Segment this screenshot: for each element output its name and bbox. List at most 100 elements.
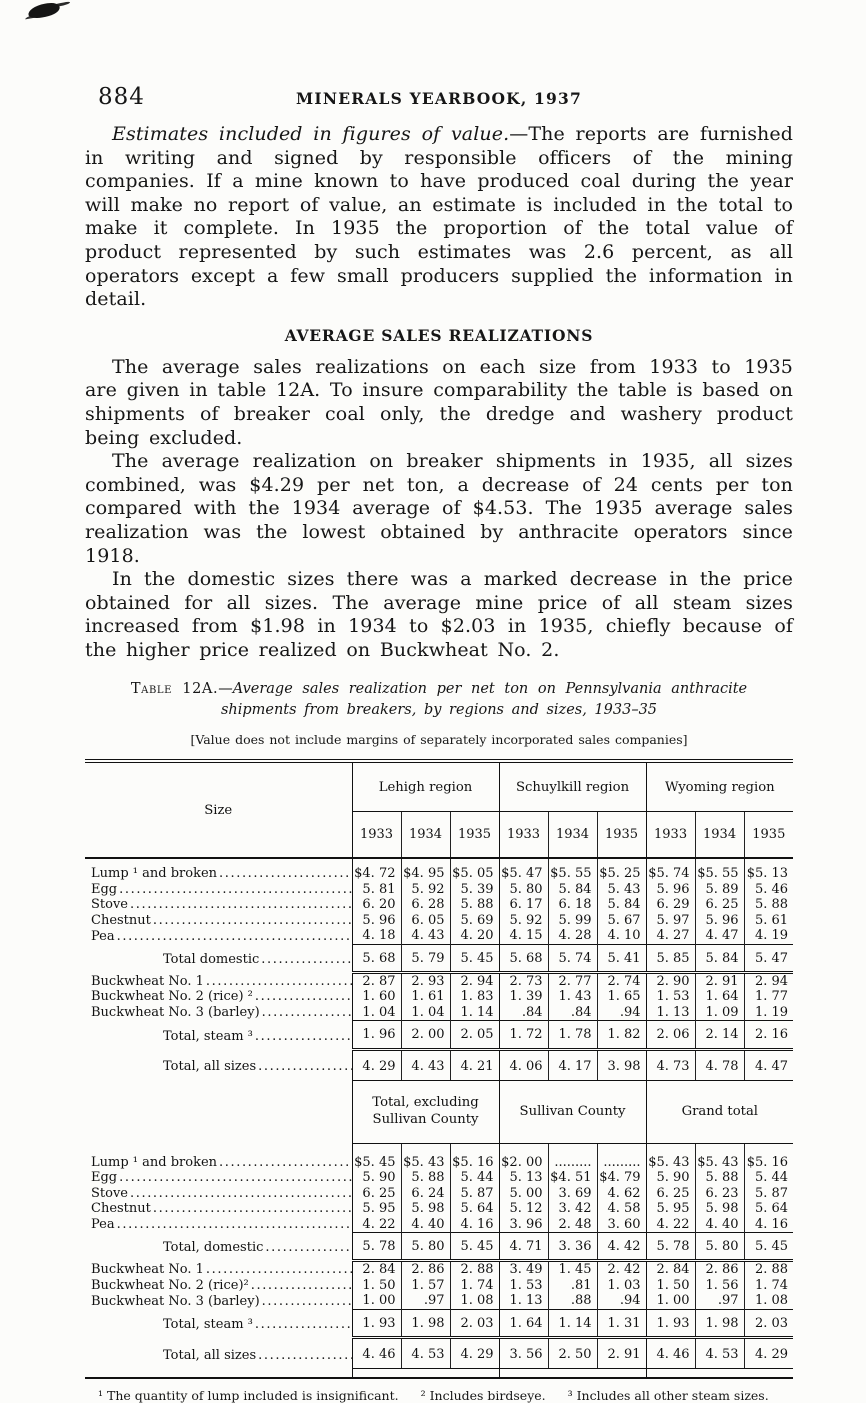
group-header-lehigh: Lehigh region	[351, 761, 500, 812]
cell-value: 4. 16	[449, 1216, 500, 1233]
cell-value: .97	[694, 1293, 745, 1310]
running-header: 884 MINERALS YEARBOOK, 1937	[85, 84, 793, 114]
row-label: Buckwheat No. 3 (barley)	[91, 1005, 260, 1021]
cell-value: 4. 21	[449, 1049, 500, 1081]
row-label-cell: Total, domestic	[85, 1232, 353, 1261]
table-row: Buckwheat No. 3 (barley)1. 041. 041. 14.…	[85, 1004, 794, 1021]
cell-value: 2. 42	[596, 1260, 647, 1278]
cell-value: 1. 08	[743, 1293, 794, 1310]
running-title: MINERALS YEARBOOK, 1937	[296, 89, 582, 108]
table-part1-body: Lump ¹ and broken $4. 72$4. 95$5. 05$5. 4…	[85, 858, 794, 1081]
cell-value: 1. 19	[743, 1004, 794, 1021]
cell-value: 4. 40	[400, 1216, 450, 1233]
cell-value: 5. 81	[351, 881, 401, 898]
cell-value: 4. 17	[547, 1049, 598, 1081]
group-header-grand-total: Grand total	[645, 1080, 794, 1144]
cell-value: $4. 51	[547, 1170, 598, 1186]
cell-value: 4. 27	[645, 928, 696, 944]
row-label: Egg	[91, 1170, 118, 1186]
cell-value: 6. 17	[498, 897, 549, 913]
year-header: 1935	[743, 811, 794, 860]
cell-value: 2. 86	[694, 1260, 745, 1278]
page-number: 884	[98, 84, 145, 110]
cell-value: 5. 92	[400, 881, 450, 898]
year-header: 1935	[596, 811, 647, 860]
table-part2-body: Lump ¹ and broken$5. 45$5. 43$5. 16$2. 0…	[85, 1143, 794, 1370]
cell-value: 5. 96	[645, 881, 696, 898]
cell-value: 2. 03	[743, 1308, 794, 1340]
cell-value: 1. 45	[547, 1260, 598, 1278]
cell-value: 6. 25	[645, 1185, 696, 1202]
table-total-row: Total, all sizes4. 464. 534. 293. 562. 5…	[85, 1337, 794, 1370]
cell-value: $5. 43	[400, 1143, 450, 1171]
cell-value: 2. 16	[743, 1020, 794, 1051]
cell-value: .84	[498, 1004, 549, 1021]
cell-value: 5. 45	[449, 1231, 500, 1263]
row-label: Lump ¹ and broken	[91, 1154, 218, 1170]
cell-value: 1. 04	[400, 1004, 450, 1021]
cell-value: 4. 06	[498, 1049, 549, 1081]
cell-value: .88	[547, 1293, 598, 1310]
cell-value: $5. 43	[645, 1143, 696, 1171]
row-label: Buckwheat No. 1	[91, 1262, 204, 1278]
cell-value: 5. 89	[694, 881, 745, 898]
table-row: Egg5. 815. 925. 395. 805. 845. 435. 965.…	[85, 881, 794, 898]
leader-dots	[255, 989, 351, 1004]
cell-value: 3. 42	[547, 1201, 598, 1217]
row-label-cell: Lump ¹ and broken	[85, 1143, 353, 1171]
table-total-row: Total, all sizes 4. 294. 434. 214. 064. 1…	[85, 1049, 794, 1081]
cell-value: $5. 43	[694, 1143, 745, 1171]
cell-value: 2. 77	[547, 972, 598, 990]
cell-value: 1. 83	[449, 989, 500, 1005]
row-label-cell: Buckwheat No. 1	[85, 1260, 353, 1278]
cell-value: 5. 68	[498, 943, 549, 974]
cell-value: $5. 25	[596, 858, 647, 882]
row-label-cell: Total, steam ³	[85, 1309, 353, 1338]
cell-value: 6. 23	[694, 1185, 745, 1202]
cell-value: 5. 78	[645, 1231, 696, 1263]
cell-value: $5. 47	[498, 858, 549, 882]
document-page: 884 MINERALS YEARBOOK, 1937 Estimates in…	[85, 0, 794, 1403]
table-row: Lump ¹ and broken$5. 45$5. 43$5. 16$2. 0…	[85, 1143, 794, 1171]
table-bottom-spacer	[85, 1368, 794, 1379]
cell-value: 2. 94	[449, 972, 500, 990]
cell-value: 3. 60	[596, 1216, 647, 1233]
table-row: Buckwheat No. 12. 842. 862. 883. 491. 45…	[85, 1260, 794, 1278]
cell-value: 1. 96	[351, 1020, 401, 1051]
cell-value: 3. 96	[498, 1216, 549, 1233]
cell-value: 1. 98	[400, 1308, 450, 1340]
cell-value: 3. 98	[596, 1049, 647, 1081]
table-row: Pea4. 184. 434. 204. 154. 284. 104. 274.…	[85, 928, 794, 944]
cell-value: .94	[596, 1293, 647, 1310]
cell-value: 1. 61	[400, 989, 450, 1005]
cell-value: 5. 84	[694, 943, 745, 974]
cell-value: 4. 10	[596, 928, 647, 944]
table-footnotes: ¹ The quantity of lump included is insig…	[85, 1388, 793, 1403]
leader-dots	[153, 1201, 351, 1216]
leader-dots	[265, 1240, 351, 1255]
year-header: 1934	[400, 811, 450, 860]
year-header-row: 1933 1934 1935 1933 1934 1935 1933 1934 …	[85, 811, 794, 860]
cell-value: 4. 22	[645, 1216, 696, 1233]
cell-value: $5. 13	[743, 858, 794, 882]
cell-value: 5. 99	[547, 912, 598, 929]
row-label-cell: Buckwheat No. 2 (rice)²	[85, 1277, 353, 1294]
row-label: Total, all sizes	[163, 1347, 257, 1363]
cell-value: 6. 20	[351, 897, 401, 913]
leader-dots	[262, 1294, 351, 1309]
cell-value: 2. 91	[596, 1337, 647, 1370]
cell-value: 1. 82	[596, 1020, 647, 1051]
cell-value: 1. 50	[645, 1277, 696, 1294]
cell-value: 1. 65	[596, 989, 647, 1005]
leader-dots	[206, 1262, 351, 1277]
row-label-cell: Buckwheat No. 3 (barley)	[85, 1004, 353, 1021]
group-header-excl-sullivan: Total, excluding Sullivan County	[351, 1080, 500, 1144]
sales-realization-table: Size Lehigh region Schuylkill region Wyo…	[85, 759, 794, 1380]
cell-value: 5. 95	[351, 1201, 401, 1217]
cell-value: 6. 29	[645, 897, 696, 913]
cell-value: $5. 05	[449, 858, 500, 882]
cell-value: 4. 29	[743, 1337, 794, 1370]
cell-value: $5. 16	[743, 1143, 794, 1171]
leader-dots	[255, 1029, 351, 1044]
table-row: Stove6. 256. 245. 875. 003. 694. 626. 25…	[85, 1185, 794, 1202]
